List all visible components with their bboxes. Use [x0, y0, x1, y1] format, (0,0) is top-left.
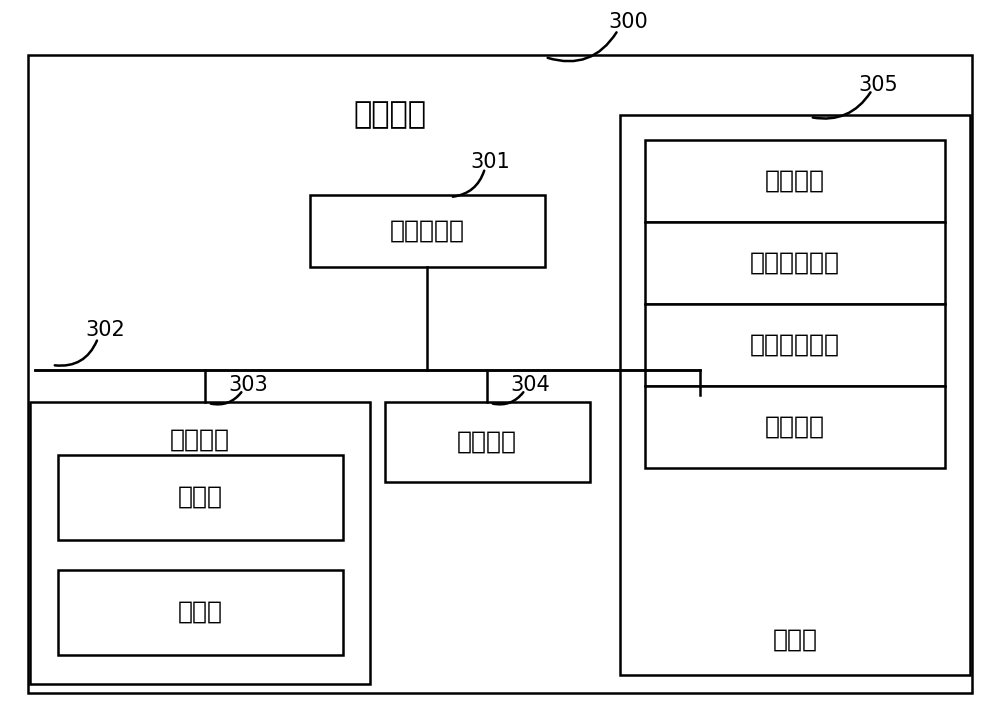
Text: 显示屏: 显示屏: [178, 600, 222, 624]
Text: 用户接口模块: 用户接口模块: [750, 333, 840, 357]
Text: 301: 301: [470, 152, 510, 172]
Text: 摄像头: 摄像头: [178, 485, 222, 509]
Bar: [620, 115, 970, 675]
Text: 304: 304: [510, 375, 550, 395]
Bar: [310, 195, 545, 267]
Text: 305: 305: [858, 75, 898, 95]
Text: 操作系统: 操作系统: [765, 169, 825, 193]
Bar: [58, 570, 343, 655]
Bar: [645, 304, 945, 386]
Text: 303: 303: [228, 375, 268, 395]
Text: 302: 302: [85, 320, 125, 340]
Text: 300: 300: [608, 12, 648, 32]
Text: 用户接口: 用户接口: [170, 428, 230, 452]
Text: 网络通信模块: 网络通信模块: [750, 251, 840, 275]
Bar: [645, 140, 945, 222]
Bar: [28, 55, 972, 693]
Bar: [385, 402, 590, 482]
Text: 网络接口: 网络接口: [457, 430, 517, 454]
Bar: [645, 222, 945, 304]
Bar: [30, 402, 370, 684]
Text: 存储器: 存储器: [772, 628, 818, 652]
Text: 中央处理器: 中央处理器: [390, 219, 464, 243]
Bar: [645, 386, 945, 468]
Bar: [58, 455, 343, 540]
Text: 程序指令: 程序指令: [765, 415, 825, 439]
Text: 电子设备: 电子设备: [354, 100, 426, 130]
